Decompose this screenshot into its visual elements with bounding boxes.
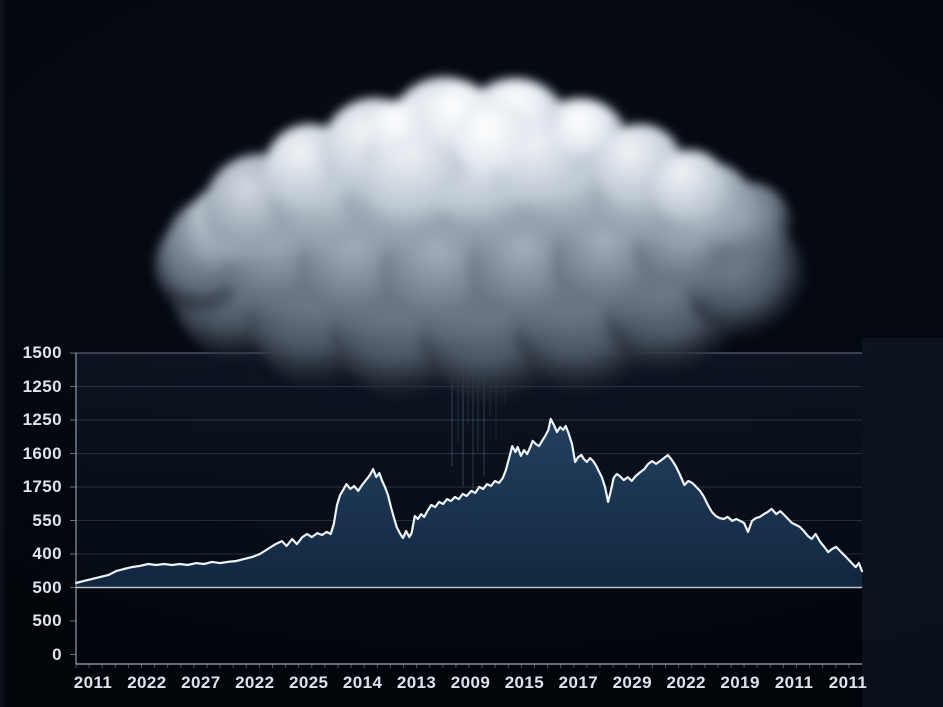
- y-axis-tick-label: 1250: [22, 410, 62, 429]
- x-axis-tick-label: 2011: [828, 673, 868, 692]
- x-axis-tick-label: 2025: [288, 673, 329, 692]
- y-axis-tick-label: 1250: [22, 376, 62, 396]
- x-axis-tick-label: 2027: [181, 673, 221, 692]
- cloud-puff: [370, 100, 430, 160]
- y-axis-tick-label: 500: [32, 577, 62, 597]
- area-fill: [76, 418, 862, 588]
- y-axis-tick-label: 1750: [22, 477, 62, 496]
- x-axis-tick-label: 2029: [612, 673, 652, 692]
- x-axis-tick-label: 2011: [73, 673, 113, 692]
- y-axis-tick-label: 1600: [22, 443, 62, 463]
- below-baseline-background: [76, 588, 862, 664]
- x-axis-tick-label: 2017: [558, 673, 599, 692]
- cloud-puff: [652, 150, 728, 226]
- storm-cloud: [150, 70, 805, 404]
- x-axis-tick-label: 2014: [342, 673, 383, 692]
- x-axis-tick-label: 2022: [666, 673, 706, 692]
- x-axis-tick-label: 2013: [396, 673, 437, 692]
- cloud-puff: [555, 100, 615, 160]
- x-axis-tick-label: 2019: [720, 673, 760, 692]
- cloud-puff: [455, 100, 535, 180]
- x-axis-tick-label: 2011: [774, 673, 814, 692]
- x-axis-tick-label: 2015: [504, 673, 545, 692]
- left-edge-highlight: [0, 0, 7, 707]
- y-axis-tick-label: 400: [32, 544, 62, 563]
- y-axis-tick-label: 550: [32, 510, 62, 530]
- x-axis-tick-label: 2022: [127, 673, 167, 692]
- x-axis-tick-label: 2009: [450, 673, 491, 692]
- series-line: [74, 417, 864, 585]
- y-axis-tick-label: 0: [52, 644, 62, 664]
- y-axis-tick-label: 500: [32, 611, 62, 630]
- right-margin-panel: [862, 338, 943, 707]
- y-axis-tick-label: 1500: [22, 343, 62, 362]
- x-axis-tick-label: 2022: [235, 673, 275, 692]
